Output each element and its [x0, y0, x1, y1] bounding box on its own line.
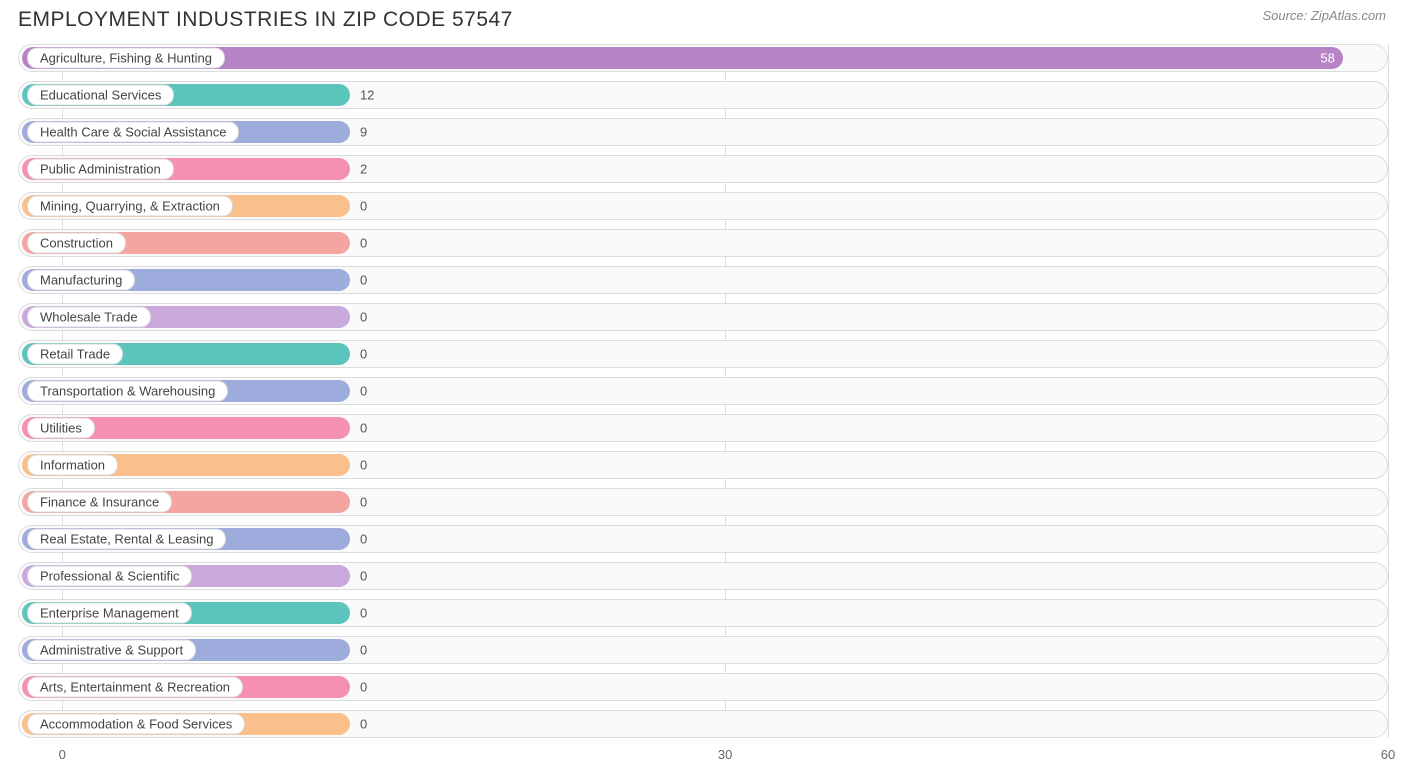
bar-label: Transportation & Warehousing: [27, 381, 228, 402]
bar-row: Accommodation & Food Services 0: [18, 710, 1388, 738]
chart-source: Source: ZipAtlas.com: [1262, 8, 1386, 23]
bar-row: Mining, Quarrying, & Extraction 0: [18, 192, 1388, 220]
bar-row: Wholesale Trade 0: [18, 303, 1388, 331]
gridline: [1388, 44, 1389, 738]
bar-value: 9: [360, 125, 367, 140]
bar-row: Health Care & Social Assistance 9: [18, 118, 1388, 146]
bar-value: 0: [360, 643, 367, 658]
bar-row: Finance & Insurance 0: [18, 488, 1388, 516]
x-axis: 03060: [18, 747, 1388, 771]
bar-label: Administrative & Support: [27, 640, 196, 661]
chart-title: EMPLOYMENT INDUSTRIES IN ZIP CODE 57547: [18, 8, 513, 32]
bar-label: Public Administration: [27, 159, 174, 180]
bar-label: Health Care & Social Assistance: [27, 122, 239, 143]
bar-value: 0: [360, 347, 367, 362]
bar-label: Agriculture, Fishing & Hunting: [27, 48, 225, 69]
bar-label: Educational Services: [27, 85, 174, 106]
bar-label: Mining, Quarrying, & Extraction: [27, 196, 233, 217]
bar-row: Enterprise Management 0: [18, 599, 1388, 627]
bar-row: Retail Trade 0: [18, 340, 1388, 368]
x-axis-tick: 30: [718, 747, 732, 762]
x-axis-tick: 0: [59, 747, 66, 762]
bar-value: 0: [360, 421, 367, 436]
bar-label: Professional & Scientific: [27, 566, 192, 587]
bar-row: Educational Services 12: [18, 81, 1388, 109]
bar-label: Arts, Entertainment & Recreation: [27, 677, 243, 698]
bar-row: Manufacturing 0: [18, 266, 1388, 294]
bar-value: 0: [360, 717, 367, 732]
bar-label: Information: [27, 455, 118, 476]
bar-label: Finance & Insurance: [27, 492, 172, 513]
bar-label: Enterprise Management: [27, 603, 192, 624]
bar-value: 0: [360, 495, 367, 510]
bar-value: 0: [360, 236, 367, 251]
bar-row: Arts, Entertainment & Recreation 0: [18, 673, 1388, 701]
bar-value: 0: [360, 569, 367, 584]
bar-label: Construction: [27, 233, 126, 254]
bar-row: Public Administration 2: [18, 155, 1388, 183]
x-axis-tick: 60: [1381, 747, 1395, 762]
bar-row: 58 Agriculture, Fishing & Hunting: [18, 44, 1388, 72]
bar-value: 0: [360, 273, 367, 288]
bar-value: 2: [360, 162, 367, 177]
bar-label: Manufacturing: [27, 270, 135, 291]
bar-label: Accommodation & Food Services: [27, 714, 245, 735]
bar-row: Administrative & Support 0: [18, 636, 1388, 664]
chart-area: 58 Agriculture, Fishing & Hunting Educatio…: [0, 36, 1406, 771]
bar-label: Utilities: [27, 418, 95, 439]
bar-row: Real Estate, Rental & Leasing 0: [18, 525, 1388, 553]
bar-row: Professional & Scientific 0: [18, 562, 1388, 590]
bar-value: 0: [360, 606, 367, 621]
bars-container: 58 Agriculture, Fishing & Hunting Educatio…: [18, 44, 1388, 738]
bar-label: Wholesale Trade: [27, 307, 151, 328]
bar-value: 58: [1320, 51, 1334, 66]
bar-value: 0: [360, 384, 367, 399]
bar-value: 12: [360, 88, 374, 103]
bar-row: Transportation & Warehousing 0: [18, 377, 1388, 405]
chart-header: EMPLOYMENT INDUSTRIES IN ZIP CODE 57547 …: [0, 0, 1406, 36]
bar-row: Information 0: [18, 451, 1388, 479]
bar-value: 0: [360, 199, 367, 214]
bar-value: 0: [360, 680, 367, 695]
bar-label: Retail Trade: [27, 344, 123, 365]
bar-value: 0: [360, 310, 367, 325]
bar-value: 0: [360, 458, 367, 473]
bar-row: Construction 0: [18, 229, 1388, 257]
bar-value: 0: [360, 532, 367, 547]
bar-row: Utilities 0: [18, 414, 1388, 442]
bar-label: Real Estate, Rental & Leasing: [27, 529, 226, 550]
